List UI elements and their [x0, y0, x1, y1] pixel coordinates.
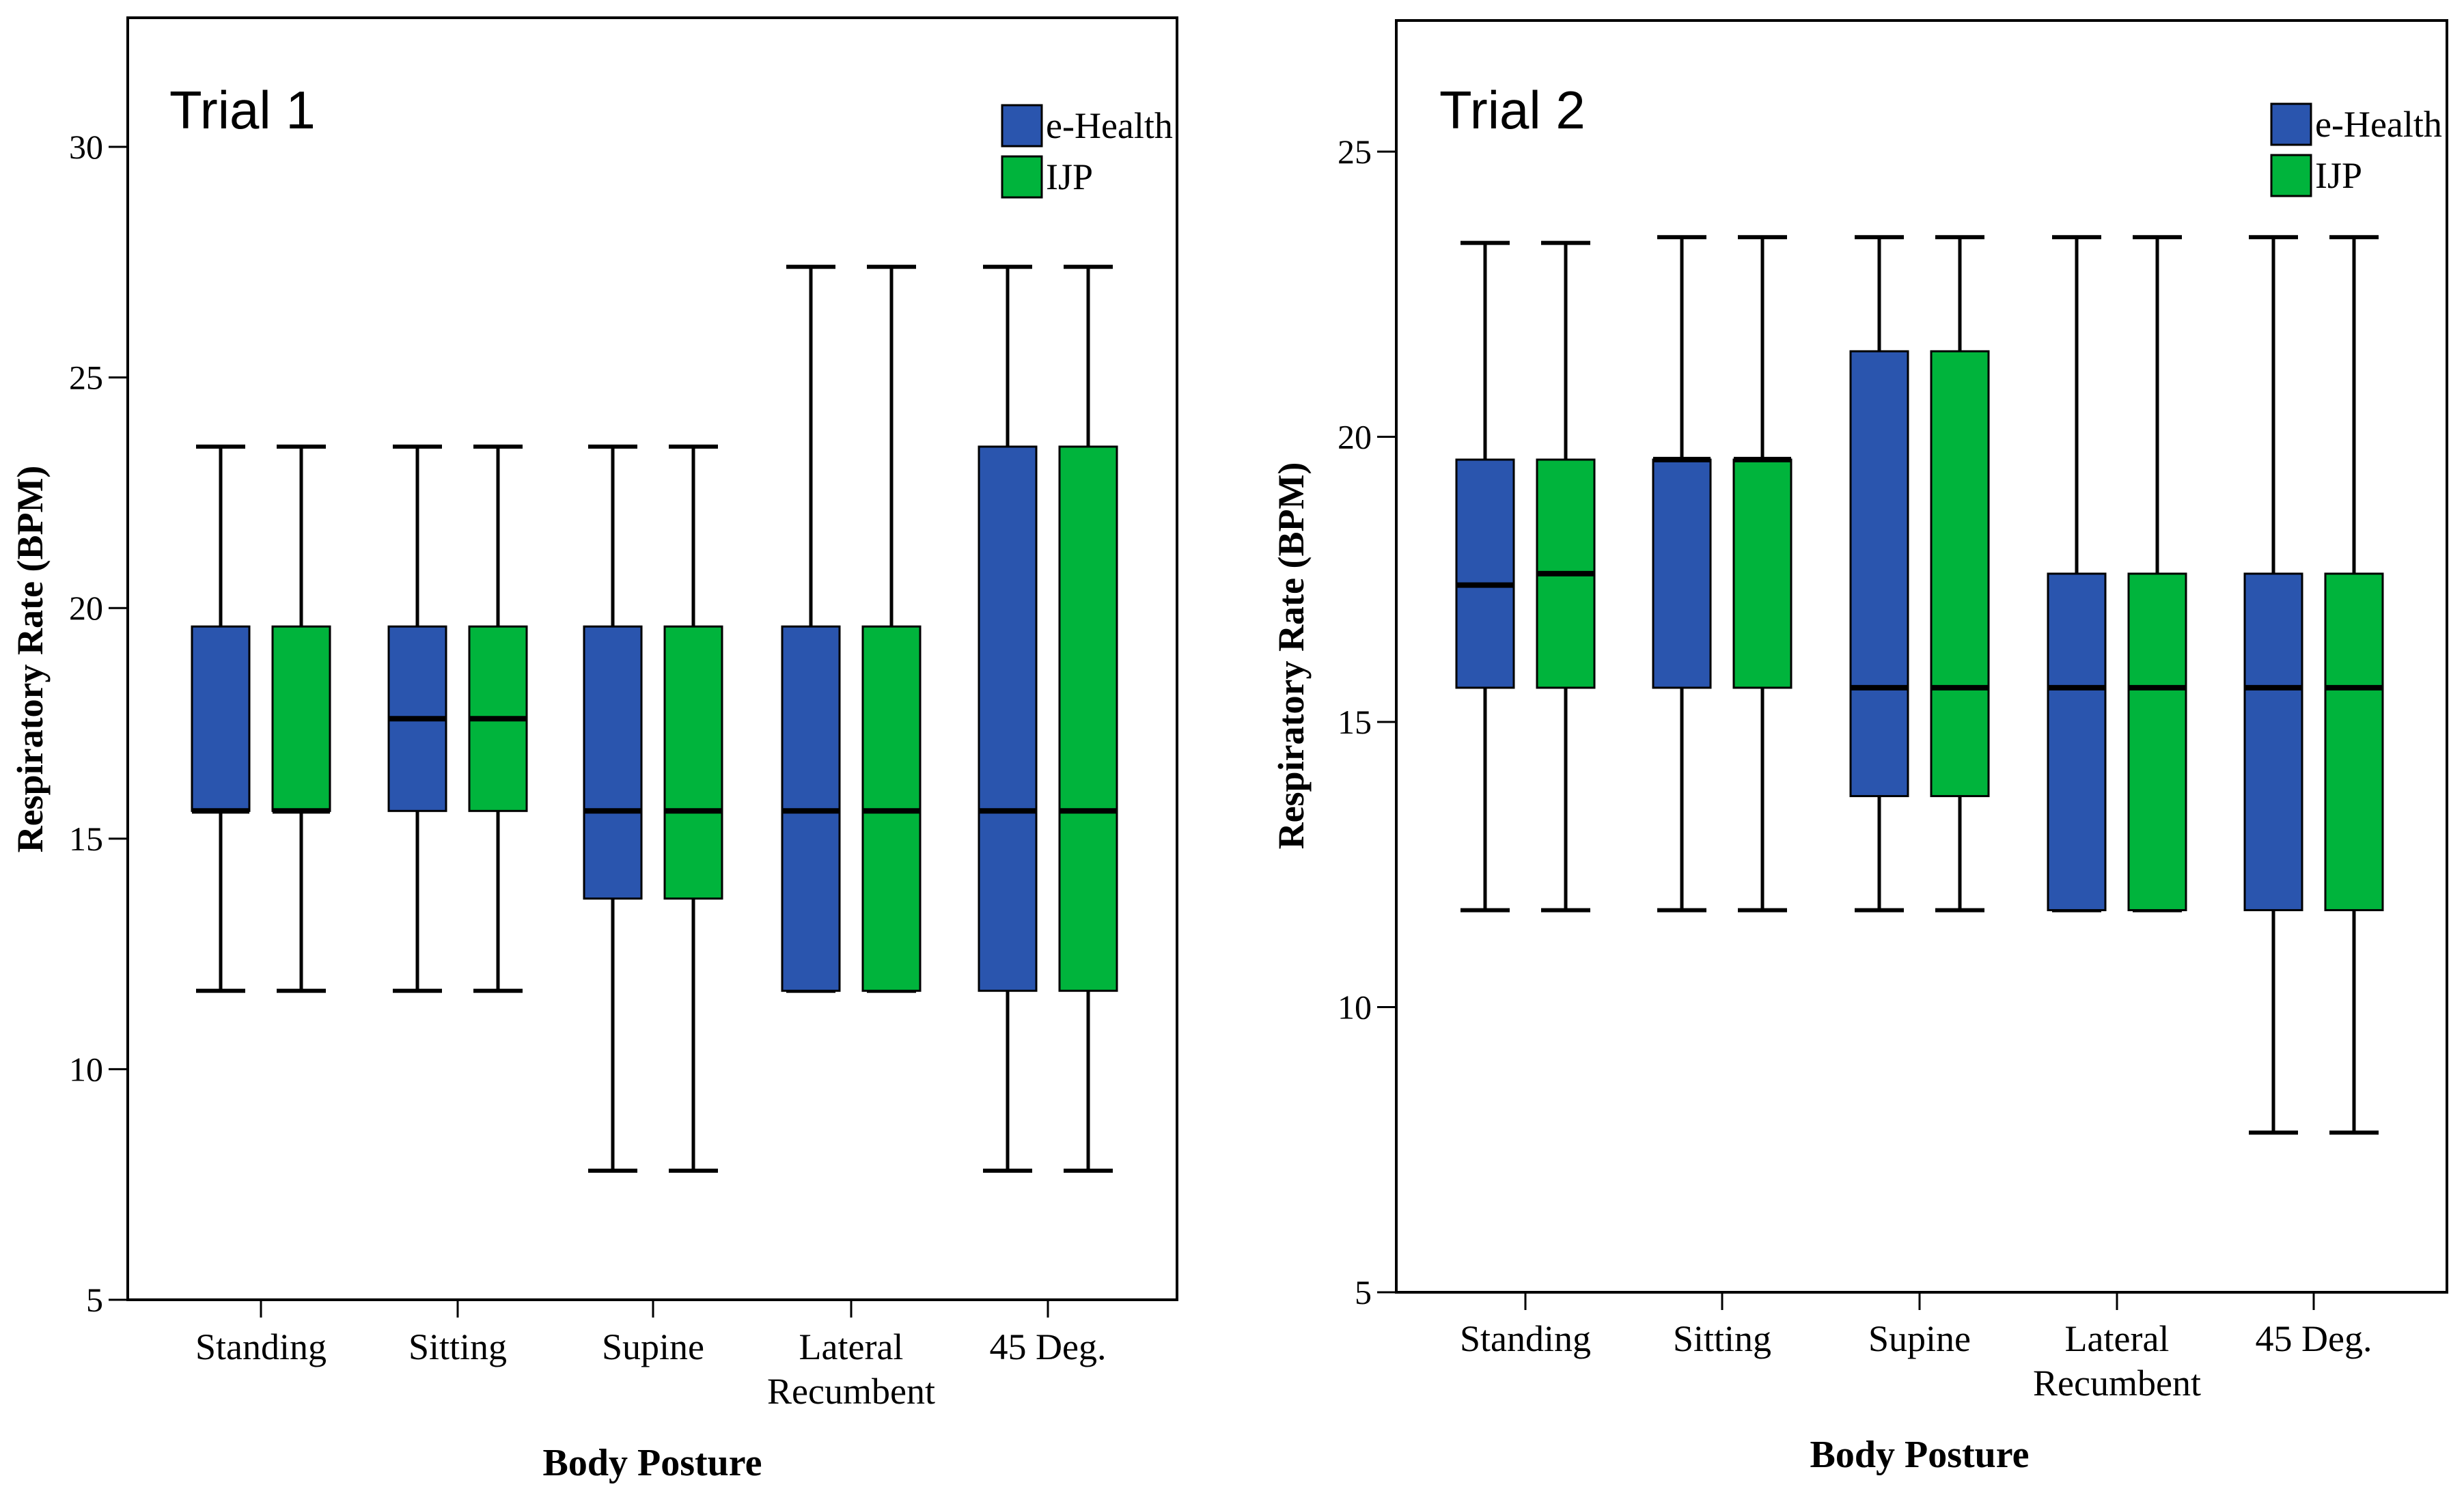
x-tick-label: 45 Deg. [2256, 1318, 2372, 1359]
y-tick-label: 20 [69, 589, 103, 627]
x-tick-label: Supine [602, 1326, 704, 1367]
x-tick-label: Standing [1460, 1318, 1591, 1359]
chart-trial-2: 5 10 15 20 25 Standing Sitting Supine LateralRec… [1271, 19, 2448, 1476]
box-e-health [978, 264, 1038, 1173]
box-ijp [2324, 235, 2384, 1135]
legend: e-Health IJP [1001, 104, 1173, 199]
y-tick-label: 5 [1355, 1273, 1372, 1311]
legend: e-Health IJP [2270, 102, 2442, 197]
box-e-health [1455, 240, 1515, 913]
x-tick-label: Sitting [1673, 1318, 1771, 1359]
legend-swatch-ijp [1001, 155, 1043, 199]
iqr-box [1652, 458, 1712, 689]
iqr-box [2243, 572, 2303, 912]
y-tick-label: 25 [69, 359, 103, 397]
y-axis-label: Respiratory Rate (BPM) [1271, 462, 1312, 850]
panel-title: Trial 1 [169, 80, 316, 140]
iqr-box [1930, 350, 1990, 798]
y-tick-label: 15 [1338, 703, 1372, 741]
iqr-box [978, 445, 1038, 992]
box-e-health [583, 444, 643, 1173]
box-ijp [2127, 235, 2187, 913]
legend-label-e-health: e-Health [2315, 104, 2442, 145]
legend-label-e-health: e-Health [1046, 105, 1173, 146]
box-e-health [2047, 235, 2107, 913]
y-tick-label: 15 [69, 820, 103, 858]
legend-label-ijp: IJP [1046, 156, 1093, 197]
iqr-box [2324, 572, 2384, 912]
legend-label-ijp: IJP [2315, 155, 2362, 196]
y-axis-label: Respiratory Rate (BPM) [10, 466, 51, 853]
box-ijp [468, 444, 528, 993]
legend-swatch-e-health [1001, 104, 1043, 148]
box-e-health [191, 444, 251, 993]
y-tick-label: 20 [1338, 418, 1372, 456]
iqr-box [1732, 458, 1792, 689]
x-axis-label: Body Posture [1810, 1434, 2030, 1476]
iqr-box [271, 625, 331, 812]
box-ijp [663, 444, 723, 1173]
iqr-box [2047, 572, 2107, 912]
x-axis-label: Body Posture [543, 1442, 762, 1484]
x-tick-label: 45 Deg. [990, 1326, 1107, 1367]
iqr-box [663, 625, 723, 900]
x-tick-label: Recumbent [2033, 1363, 2201, 1404]
x-tick-label: Standing [195, 1326, 327, 1367]
legend-swatch-ijp [2270, 154, 2312, 197]
iqr-box [1455, 458, 1515, 689]
box-ijp [1732, 235, 1792, 913]
box-e-health [2243, 235, 2303, 1135]
iqr-box [583, 625, 643, 900]
iqr-box [191, 625, 251, 812]
iqr-box [1849, 350, 1909, 798]
iqr-box [1058, 445, 1118, 992]
box-e-health [1849, 235, 1909, 913]
box-ijp [1536, 240, 1596, 913]
y-tick-label: 10 [1338, 988, 1372, 1027]
panel-title: Trial 2 [1439, 80, 1586, 140]
x-tick-label: Supine [1868, 1318, 1971, 1359]
box-ijp [1058, 264, 1118, 1173]
x-tick-label: Recumbent [767, 1371, 935, 1412]
y-tick-label: 5 [86, 1281, 103, 1319]
x-tick-label: Lateral [799, 1326, 904, 1367]
plot-frame [1395, 19, 2448, 1294]
box-ijp [861, 264, 922, 993]
box-e-health [1652, 235, 1712, 913]
legend-swatch-e-health [2270, 102, 2312, 146]
x-tick-label: Lateral [2065, 1318, 2170, 1359]
y-tick-label: 25 [1338, 133, 1372, 171]
iqr-box [2127, 572, 2187, 912]
box-e-health [781, 264, 841, 993]
y-tick-label: 30 [69, 128, 103, 166]
box-ijp [271, 444, 331, 993]
box-e-health [387, 444, 447, 993]
box-ijp [1930, 235, 1990, 913]
y-tick-label: 10 [69, 1050, 103, 1088]
x-tick-label: Sitting [409, 1326, 507, 1367]
